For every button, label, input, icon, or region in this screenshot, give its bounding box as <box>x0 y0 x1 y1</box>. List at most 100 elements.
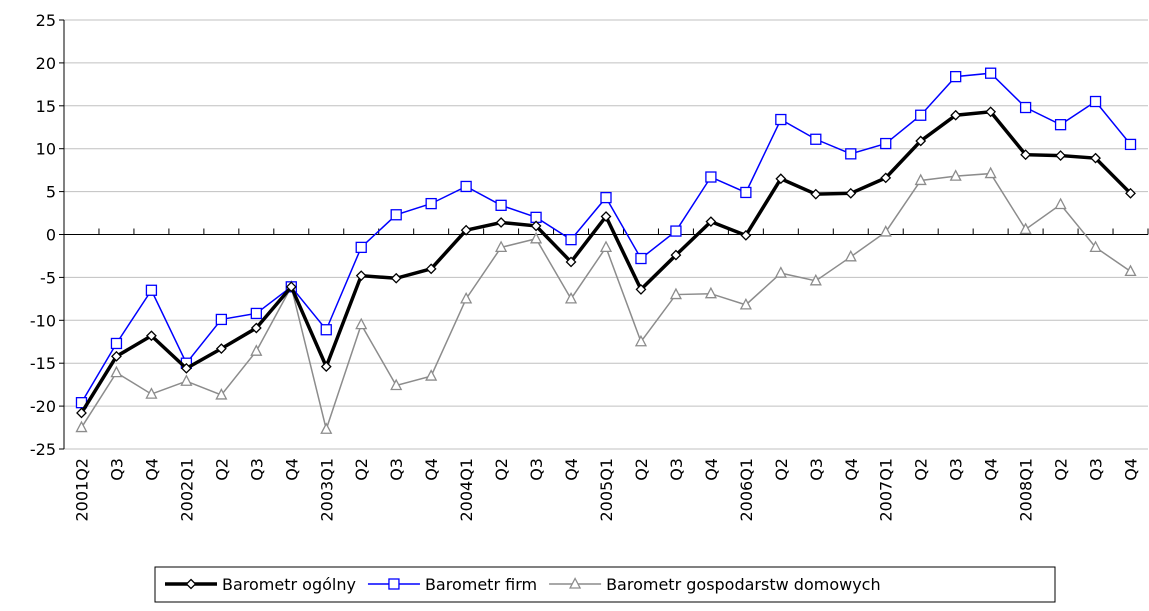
marker <box>320 361 332 373</box>
x-tick-label: Q2 <box>212 458 231 481</box>
marker <box>879 225 892 237</box>
x-tick-label: Q3 <box>527 458 546 481</box>
marker <box>111 350 122 362</box>
marker <box>635 252 647 265</box>
x-tick-label: 2002Q1 <box>177 458 196 522</box>
marker <box>110 337 123 350</box>
marker <box>425 263 437 275</box>
marker <box>635 283 647 295</box>
marker <box>460 224 472 236</box>
x-tick-label: Q2 <box>492 458 511 481</box>
marker <box>1089 240 1102 253</box>
x-tick-label: Q4 <box>702 458 721 481</box>
marker <box>845 187 857 199</box>
marker <box>565 233 577 246</box>
marker <box>75 420 88 433</box>
marker <box>564 291 578 304</box>
marker <box>390 378 403 391</box>
x-tick-label: Q3 <box>947 458 966 481</box>
y-tick-label: 0 <box>46 226 56 245</box>
marker <box>775 173 787 185</box>
marker <box>775 113 787 126</box>
x-tick-label: Q4 <box>1122 458 1141 481</box>
marker <box>1020 149 1032 161</box>
marker <box>740 186 752 199</box>
x-tick-label: 2005Q1 <box>597 458 616 522</box>
marker <box>739 297 752 310</box>
marker <box>355 317 368 330</box>
y-tick-label: -20 <box>30 397 56 416</box>
x-tick-label: Q3 <box>667 458 686 481</box>
marker <box>880 172 892 184</box>
marker <box>1019 101 1032 114</box>
marker <box>704 286 717 299</box>
y-tick-label: 15 <box>36 97 56 116</box>
marker <box>1090 152 1101 164</box>
marker <box>1089 95 1102 108</box>
marker <box>215 313 228 326</box>
marker <box>950 109 962 121</box>
marker <box>530 220 542 232</box>
marker <box>670 249 682 261</box>
legend-label: Barometr firm <box>425 575 537 594</box>
legend-label: Barometr ogólny <box>222 575 356 594</box>
marker <box>634 334 648 347</box>
marker <box>425 369 438 381</box>
x-tick-label: Q4 <box>982 458 1001 481</box>
marker <box>76 407 87 419</box>
marker <box>110 365 123 378</box>
y-tick-label: -5 <box>40 268 56 287</box>
x-tick-label: Q2 <box>1052 458 1071 481</box>
marker <box>250 344 263 356</box>
marker <box>950 70 962 83</box>
x-tick-label: 2007Q1 <box>877 458 896 522</box>
marker <box>1054 119 1067 131</box>
series-line <box>79 109 1132 414</box>
marker <box>984 166 997 179</box>
legend-box <box>154 566 1056 603</box>
marker <box>180 374 193 386</box>
marker <box>569 577 582 589</box>
marker <box>495 199 507 211</box>
marker <box>1125 187 1136 199</box>
x-tick-label: Q3 <box>387 458 406 481</box>
x-tick-label: Q4 <box>562 458 581 481</box>
marker <box>215 388 228 400</box>
marker <box>215 343 227 355</box>
marker <box>145 284 158 296</box>
marker <box>669 287 683 300</box>
legend: Barometr ogólny Barometr firm Barometr gos… <box>154 566 1056 603</box>
marker <box>1124 138 1137 151</box>
y-tick-label: 10 <box>36 140 56 159</box>
x-tick-label: Q2 <box>912 458 931 481</box>
marker <box>145 387 158 399</box>
marker <box>146 330 157 342</box>
marker <box>880 137 892 150</box>
marker <box>845 148 857 160</box>
marker <box>565 256 577 268</box>
marker <box>388 578 400 590</box>
x-tick-label: Q3 <box>107 458 126 481</box>
marker <box>1124 264 1137 277</box>
marker <box>185 578 197 590</box>
y-tick-label: -15 <box>30 354 56 373</box>
y-tick-label: -25 <box>30 440 56 459</box>
x-tick-label: 2003Q1 <box>317 458 336 522</box>
x-tick-label: Q2 <box>352 458 371 481</box>
marker <box>599 240 613 253</box>
marker <box>355 270 367 282</box>
marker <box>670 225 682 237</box>
marker <box>985 106 997 118</box>
x-tick-label: 2004Q1 <box>457 458 476 522</box>
marker <box>1055 150 1066 161</box>
x-tick-label: Q3 <box>807 458 826 481</box>
legend-label: Barometr gospodarstw domowych <box>606 575 881 594</box>
marker <box>250 307 262 320</box>
marker <box>810 188 822 200</box>
marker <box>285 281 297 293</box>
y-tick-label: 5 <box>46 183 56 202</box>
series-line <box>80 72 1132 404</box>
x-tick-label: Q4 <box>422 458 441 481</box>
x-tick-label: 2001Q2 <box>72 458 91 522</box>
marker <box>915 135 927 147</box>
